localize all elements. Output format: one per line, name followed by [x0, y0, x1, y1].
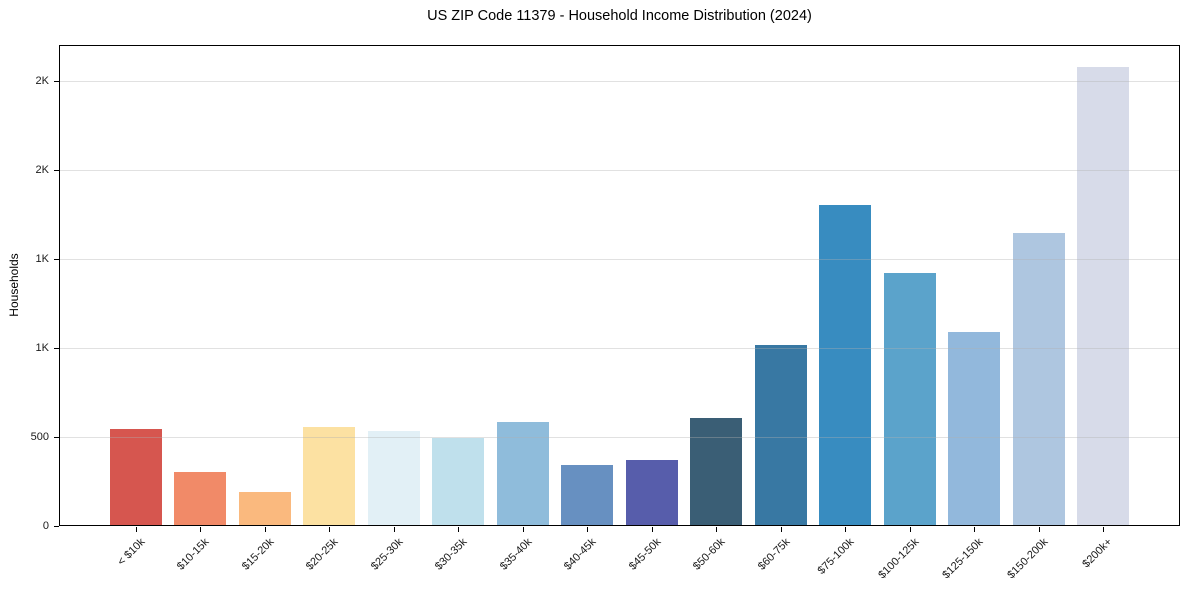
bar: [819, 205, 872, 526]
y-tick-label: 2K: [35, 163, 49, 176]
bar: [496, 421, 549, 526]
x-tick-mark: [587, 527, 589, 532]
x-tick-label: < $10k: [115, 536, 148, 569]
bar: [303, 427, 356, 526]
x-tick-mark: [716, 527, 718, 532]
y-tick-mark: [54, 436, 59, 438]
x-tick-label: $60-75k: [755, 536, 793, 573]
x-tick-label: $20-25k: [304, 536, 341, 573]
gridline: [59, 347, 1180, 349]
x-tick-label: $10-15k: [175, 536, 212, 573]
x-tick-mark: [136, 527, 137, 532]
x-tick-label: $30-35k: [433, 536, 470, 573]
chart-title: US ZIP Code 11379 - Household Income Dis…: [427, 8, 812, 24]
bar: [561, 465, 614, 526]
y-tick-label: 1K: [35, 252, 49, 265]
y-axis-label: Households: [7, 253, 21, 317]
y-tick-label: 1K: [35, 341, 49, 354]
bar: [883, 273, 936, 526]
gridline: [59, 169, 1180, 171]
x-tick-label: $75-100k: [815, 536, 857, 577]
y-tick-label: 2K: [35, 74, 49, 87]
x-tick-mark: [780, 527, 782, 532]
gridline: [59, 258, 1180, 260]
x-tick-label: $35-40k: [497, 536, 535, 573]
bar: [174, 471, 227, 526]
gridline: [59, 436, 1180, 438]
y-tick-mark: [54, 80, 59, 82]
bar: [1012, 232, 1065, 526]
x-tick-label: $40-45k: [562, 536, 599, 573]
x-tick-mark: [909, 527, 911, 532]
bar: [1077, 67, 1129, 526]
bar: [432, 437, 485, 526]
y-tick-mark: [54, 526, 59, 527]
x-tick-mark: [1038, 527, 1040, 532]
x-tick-mark: [329, 527, 331, 532]
x-tick-label: $200k+: [1080, 536, 1115, 571]
bar: [948, 331, 1001, 526]
y-tick-mark: [54, 258, 59, 260]
bar: [754, 345, 807, 526]
x-tick-label: $50-60k: [691, 536, 728, 573]
y-tick-mark: [54, 169, 59, 171]
bar: [690, 418, 743, 526]
bar: [238, 492, 291, 526]
x-tick-mark: [651, 527, 653, 532]
x-tick-mark: [974, 527, 976, 532]
x-tick-mark: [393, 527, 395, 532]
x-tick-label: $100-125k: [875, 536, 922, 582]
x-tick-mark: [264, 527, 266, 532]
x-tick-label: $125-150k: [940, 536, 986, 582]
x-tick-mark: [522, 527, 524, 532]
x-tick-label: $150-200k: [1004, 536, 1051, 582]
gridline: [59, 80, 1180, 82]
x-tick-mark: [458, 527, 460, 532]
bar: [110, 428, 162, 526]
x-tick-label: $25-30k: [368, 536, 406, 573]
y-tick-label: 500: [30, 430, 49, 443]
y-tick-mark: [54, 347, 59, 349]
x-tick-label: $15-20k: [239, 536, 277, 573]
x-tick-mark: [1103, 527, 1104, 532]
x-tick-mark: [845, 527, 847, 532]
bar: [625, 460, 678, 526]
y-tick-label: 0: [42, 520, 49, 532]
bar: [367, 430, 420, 526]
x-tick-mark: [200, 527, 202, 532]
x-tick-label: $45-50k: [626, 536, 664, 573]
